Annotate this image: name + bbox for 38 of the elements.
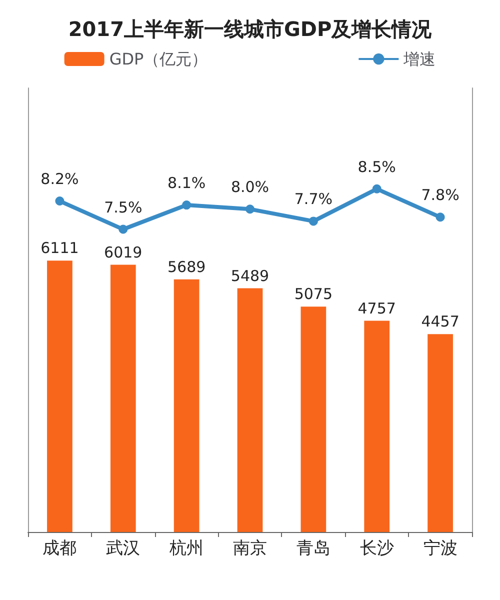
x-tick-label: 长沙 xyxy=(360,538,394,558)
data-label: 5689 xyxy=(167,258,206,276)
bar xyxy=(47,260,72,532)
legend-label: 增速 xyxy=(402,50,436,68)
chart-title: 2017上半年新一线城市GDP及增长情况 xyxy=(68,17,433,41)
data-label: 5075 xyxy=(294,285,333,304)
data-label: 7.5% xyxy=(104,198,142,216)
data-label: 5489 xyxy=(230,266,270,285)
data-label: 7.8% xyxy=(421,186,460,204)
bar xyxy=(110,264,136,532)
bar xyxy=(174,279,200,532)
point xyxy=(118,224,128,234)
point xyxy=(182,200,192,210)
data-label: 8.2% xyxy=(40,170,79,188)
data-label: 4457 xyxy=(421,312,460,331)
x-tick-label: 成都 xyxy=(42,538,77,558)
x-tick-label: 宁波 xyxy=(423,538,458,558)
x-tick-label: 武汉 xyxy=(106,538,140,558)
point xyxy=(246,204,254,214)
bar xyxy=(300,306,326,532)
bar xyxy=(364,320,390,532)
data-label: 6111 xyxy=(40,239,79,258)
point xyxy=(372,184,382,194)
x-tick-label: 南京 xyxy=(233,538,267,558)
data-label: 8.1% xyxy=(168,174,206,192)
point xyxy=(55,196,64,206)
legend-label: GDP（亿元） xyxy=(109,50,208,68)
bar xyxy=(428,334,453,532)
data-label: 6019 xyxy=(104,243,142,262)
point xyxy=(308,216,318,226)
point xyxy=(436,212,445,222)
data-label: 8.0% xyxy=(230,178,270,196)
data-label: 4757 xyxy=(358,299,396,318)
bar xyxy=(237,288,263,532)
data-label: 7.7% xyxy=(294,190,332,208)
data-label: 8.5% xyxy=(358,158,396,176)
x-tick-label: 青岛 xyxy=(296,538,330,558)
x-tick-label: 杭州 xyxy=(168,538,204,558)
